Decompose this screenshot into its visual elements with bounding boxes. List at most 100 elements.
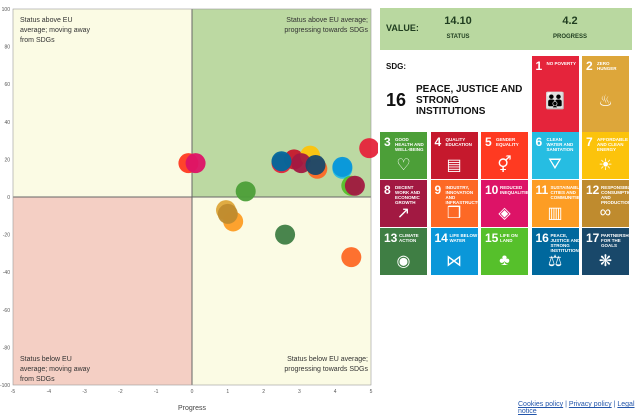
privacy-policy-link[interactable]: Privacy policy [568,401,612,408]
value-label: VALUE: [386,23,419,33]
equality-icon: ◈ [498,204,511,222]
quadrant-top-left [13,9,192,197]
data-point [305,155,326,176]
sdg-tile-number: 4 [434,135,442,149]
sdg-tile-number: 3 [384,135,391,149]
quadrant-label-bottom-right: Status below EU average; progressing tow… [284,356,368,373]
status-value: 14.10 [444,15,472,27]
y-tick-label: -100 [0,383,10,389]
sdg-tile-13[interactable]: 13 Climate action ◉ [380,228,427,275]
sdg-scatter-chart: 100 80 60 40 20 0 -20 -40 -60 -80 -100 -5 -4 -3 -2 -1 0 1… [0,7,378,412]
sdg-tile-number: 14 [434,231,448,245]
status-label: STATUS [446,34,470,40]
x-tick-label: -4 [47,389,52,395]
x-tick-label: -2 [118,389,123,395]
y-tick-label: -20 [3,233,10,239]
data-point [235,181,256,202]
family-icon: 👪 [545,92,565,110]
footer-separator: | [563,401,569,408]
legal-notice-link[interactable]: Legal notice [518,401,635,415]
sdg-tile-title: Quality education [445,137,472,147]
sdg-tile-17[interactable]: 17Partnerships for the goals ❋ [582,228,629,275]
sdg-tile-9[interactable]: 9Industry, innovation and infrastructure… [430,180,478,227]
sdg-tile-8[interactable]: 8 Decent work and economic growth ↗ [380,180,427,227]
sdg-tile-title: Partnerships for the goals [601,233,629,248]
tree-icon: ♣ [499,251,510,269]
data-point [359,138,378,159]
sdg-tile-title: Decent work and economic growth [395,185,421,205]
y-tick-label: 0 [7,195,10,201]
sdg-title: PEACE, JUSTICE AND STRONG INSTITUTIONS [416,84,523,117]
cubes-icon: ❒ [446,204,462,222]
sdg-tile-number: 12 [586,183,600,197]
quadrant-label-bottom-left: Status below EU average; moving away fro… [20,356,91,383]
data-point [344,175,365,196]
data-point [275,224,296,245]
y-tick-label: 80 [4,45,10,51]
footer-separator: | [611,401,618,408]
quadrant-bottom-left [13,197,192,385]
data-point [332,156,353,177]
sdg-tile-number: 10 [485,183,499,197]
sdg-tile-title: Peace, justice and strong institutions [550,233,579,253]
sdg-panel: VALUE: 14.10 STATUS 4.2 PROGRESS SDG: 16… [380,0,635,417]
sdg-tile-title: Life on land [500,233,518,243]
sdg-tile-2[interactable]: 2 Zero hunger ♨ [582,56,629,132]
sdg-tile-7[interactable]: 7 Affordable and clean energy ☀ [582,132,629,179]
progress-value: 4.2 [562,15,578,27]
water-icon: ⛛ [548,155,562,173]
sdg-tile-number: 2 [586,59,593,73]
stats-bar: VALUE: 14.10 STATUS 4.2 PROGRESS [380,8,632,50]
sdg-tile-number: 7 [586,135,593,149]
sdg-tile-5[interactable]: 5 Gender equality ⚥ [481,132,528,179]
sdg-tile-10[interactable]: 10Reduced inequalities ◈ [481,180,528,227]
sdg-tile-15[interactable]: 15 Life on land ♣ [481,228,528,275]
sdg-tile-12[interactable]: 12Responsible consumption and production… [582,180,629,227]
dove-icon: ⚖ [547,252,563,270]
sdg-tile-14[interactable]: 14 Life below water ⋈ [430,228,478,275]
growth-chart-icon: ↗ [396,204,411,222]
sdg-tile-title: Zero hunger [597,61,617,71]
sdg-tile-title: Responsible consumption and production [601,185,629,205]
plot-frame [12,8,372,386]
x-tick-label: 0 [191,389,194,395]
sdg-tile-number: 1 [535,59,543,73]
x-axis-label: Progress [178,405,207,412]
sdg-label: SDG: [386,62,406,71]
x-tick-label: -5 [11,389,16,395]
sdg-tile-number: 6 [535,135,543,149]
sdg-tile-4[interactable]: 4 Quality education ▤ [430,132,478,179]
sdg-tile-11[interactable]: 11Sustainable cities and communities ▥ [531,180,579,227]
sdg-tile-title: Affordable and clean energy [597,137,628,152]
sdg-tile-number: 17 [586,231,600,245]
sdg-tile-3[interactable]: 3 Good health and well-being ♡ [380,132,427,179]
sdg-tile-6[interactable]: 6 Clean water and sanitation ⛛ [531,132,579,179]
sun-icon: ☀ [598,156,613,174]
sdg-tile-number: 5 [485,135,492,149]
eye-globe-icon: ◉ [396,252,411,270]
data-point [271,151,292,172]
rings-icon: ❋ [598,252,613,270]
sdg-tile-title: Climate action [399,233,419,243]
book-icon: ▤ [446,156,462,174]
selected-sdg-box: SDG: 16 PEACE, JUSTICE AND STRONG INSTIT… [380,54,532,134]
sdg-tile-1[interactable]: 1 No poverty 👪 [531,56,579,132]
y-tick-label: 20 [4,157,10,163]
x-tick-label: -3 [82,389,87,395]
gender-icon: ⚥ [497,156,512,174]
city-icon: ▥ [547,204,563,222]
cookies-policy-link[interactable]: Cookies policy [518,401,564,408]
y-tick-label: -80 [3,345,10,351]
y-tick-label: 40 [4,120,10,126]
x-tick-label: -1 [154,389,159,395]
sdg-tile-title: Industry, innovation and infrastructure [445,185,478,205]
heartbeat-icon: ♡ [396,156,411,174]
data-point [341,247,362,268]
quadrant-label-top-left: Status above EU average; moving away fro… [20,17,91,44]
y-tick-label: -60 [3,308,10,314]
progress-label: PROGRESS [552,34,587,40]
x-tick-label: 4 [334,389,337,395]
sdg-tile-number: 15 [485,231,499,245]
sdg-tile-16[interactable]: 16Peace, justice and strong institutions… [531,228,579,275]
bowl-icon: ♨ [598,92,613,110]
